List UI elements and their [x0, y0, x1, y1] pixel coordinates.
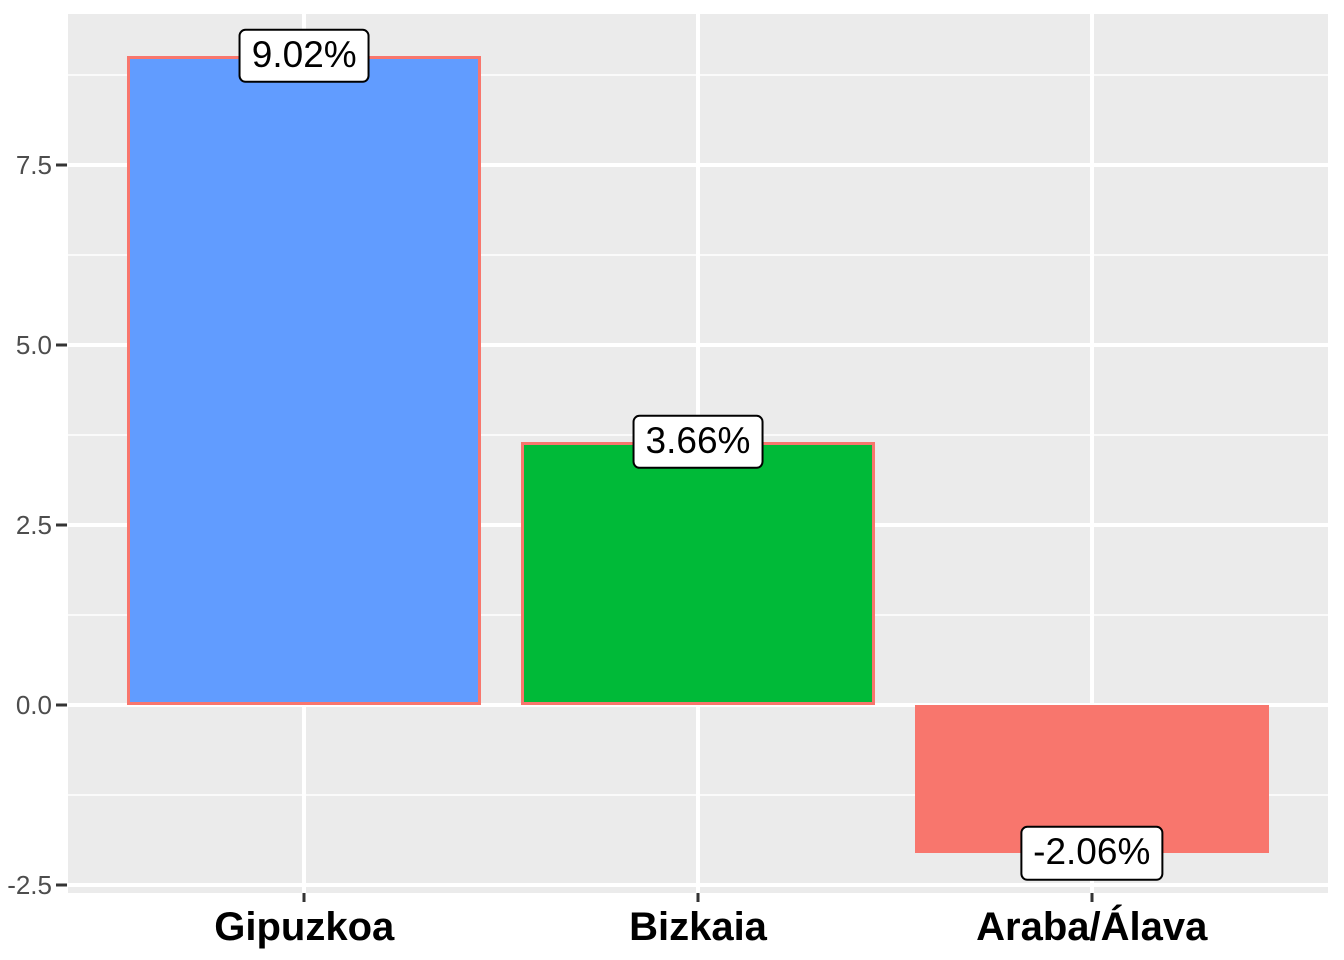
bar-gipuzkoa	[127, 55, 482, 706]
y-tick-mark--2.5	[56, 883, 67, 887]
y-tick-label-7.5: 7.5	[15, 150, 52, 181]
x-tick-mark-araba-lava	[1090, 893, 1094, 902]
bar-value-label-bizkaia: 3.66%	[632, 414, 764, 469]
bar-bizkaia	[520, 441, 876, 706]
major-gridline-x-araba-lava	[1089, 14, 1094, 893]
y-tick-mark-7.5	[56, 163, 67, 167]
y-tick-mark-0	[56, 703, 67, 707]
x-tick-mark-bizkaia	[696, 893, 700, 902]
bar-value-label-gipuzkoa: 9.02%	[238, 28, 370, 83]
y-tick-mark-2.5	[56, 523, 67, 527]
y-tick-label-2.5: 2.5	[15, 510, 52, 541]
y-tick-label--2.5: -2.5	[7, 870, 52, 901]
bar-value-label-araba-lava: -2.06%	[1020, 826, 1164, 881]
y-tick-label-0: 0.0	[15, 690, 52, 721]
x-tick-label-araba-lava: Araba/Álava	[976, 905, 1208, 949]
x-tick-label-bizkaia: Bizkaia	[629, 905, 767, 949]
y-tick-mark-5	[56, 343, 67, 347]
y-tick-label-5: 5.0	[15, 330, 52, 361]
x-tick-label-gipuzkoa: Gipuzkoa	[214, 905, 395, 949]
x-tick-mark-gipuzkoa	[302, 893, 306, 902]
